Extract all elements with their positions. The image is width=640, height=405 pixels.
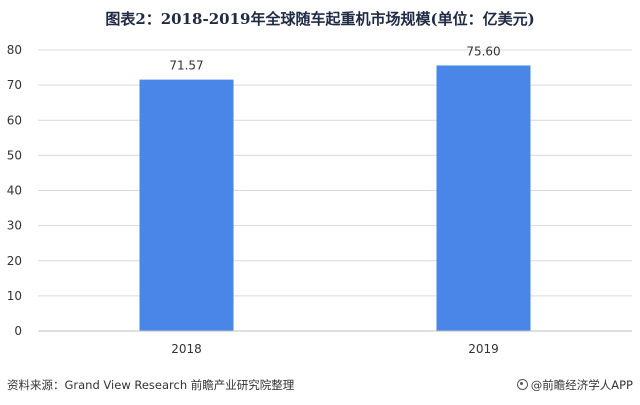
y-tick-label: 20 <box>7 254 22 268</box>
x-axis-ticks: 2018 2019 <box>171 342 499 356</box>
y-tick-label: 70 <box>7 78 22 92</box>
grid-lines <box>38 49 632 297</box>
y-tick-label: 0 <box>14 324 22 338</box>
brand-credit: @前瞻经济学人APP <box>516 377 633 393</box>
x-tick-label: 2019 <box>468 342 499 356</box>
data-label-2018: 71.57 <box>169 59 203 73</box>
y-axis-ticks: 0 10 20 30 40 50 60 70 80 <box>7 43 22 338</box>
y-tick-label: 50 <box>7 148 22 162</box>
source-note: 资料来源：Grand View Research 前瞻产业研究院整理 <box>7 378 295 392</box>
bars <box>139 65 531 331</box>
x-tick-label: 2018 <box>171 342 202 356</box>
y-tick-label: 30 <box>7 219 22 233</box>
data-label-2019: 75.60 <box>466 44 500 58</box>
chart-title: 图表2：2018-2019年全球随车起重机市场规模(单位：亿美元) <box>105 10 535 28</box>
bar-2019 <box>436 65 531 331</box>
footer: 资料来源：Grand View Research 前瞻产业研究院整理 @前瞻经济… <box>7 377 633 395</box>
y-tick-label: 40 <box>7 184 22 198</box>
data-labels: 71.57 75.60 <box>169 44 500 72</box>
bar-2018 <box>139 79 234 331</box>
y-tick-label: 60 <box>7 113 22 127</box>
y-tick-label: 80 <box>7 43 22 57</box>
brand-text: @前瞻经济学人APP <box>530 378 633 392</box>
brand-logo-icon <box>516 379 528 390</box>
y-tick-label: 10 <box>7 289 22 303</box>
